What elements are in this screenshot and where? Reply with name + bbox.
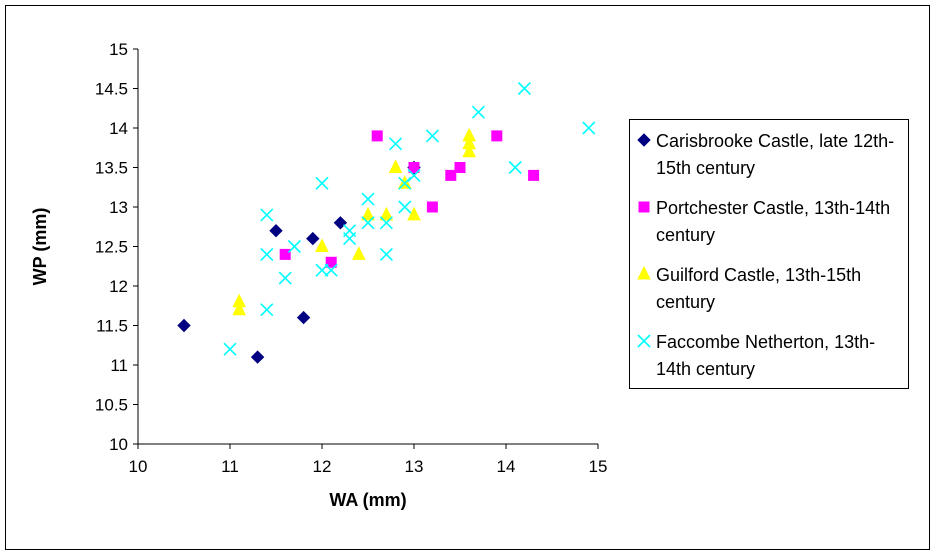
data-point — [343, 224, 357, 238]
legend: Carisbrooke Castle, late 12th-15th centu… — [629, 119, 909, 389]
data-point — [371, 130, 383, 142]
x-tick-label: 10 — [129, 457, 148, 476]
y-tick-label: 12.5 — [95, 238, 128, 257]
scatter-plot: 10 10.5 11 11.5 12 12.5 13 13.5 14 14.5 15 10 11 12 13… — [30, 40, 608, 510]
data-point — [528, 169, 540, 181]
data-point — [306, 231, 320, 246]
data-point — [315, 176, 329, 190]
legend-label: Portchester Castle, 13th-14th century — [656, 198, 891, 245]
data-point — [333, 216, 348, 230]
data-point — [508, 160, 522, 175]
data-point — [361, 192, 375, 206]
series-diamond-points — [177, 160, 421, 364]
x-tick-label: 12 — [313, 457, 332, 476]
data-point — [260, 208, 274, 222]
data-point — [454, 162, 466, 173]
data-point — [260, 303, 274, 317]
legend-marker — [637, 334, 651, 348]
data-point — [223, 342, 237, 356]
data-point — [398, 176, 412, 190]
data-point — [491, 130, 503, 142]
y-tick-label: 12 — [109, 277, 128, 296]
x-tick-label: 11 — [221, 457, 239, 476]
y-axis-title: WP (mm) — [30, 208, 50, 286]
y-tick-label: 14.5 — [95, 80, 128, 99]
data-point — [407, 168, 421, 182]
x-axis-title: WA (mm) — [329, 490, 406, 510]
legend-label: Carisbrooke Castle, late 12th-15th centu… — [656, 131, 895, 178]
y-tick-label: 13.5 — [95, 159, 128, 178]
data-point — [398, 200, 412, 214]
legend-label: Guilford Castle, 13th-15th century — [656, 265, 862, 312]
data-point — [445, 169, 457, 181]
series-triangle-points — [232, 127, 477, 316]
data-point — [379, 247, 393, 261]
data-point — [250, 350, 265, 364]
x-tick-label: 15 — [589, 457, 608, 476]
legend-marker — [638, 201, 650, 213]
data-point — [269, 223, 283, 238]
data-point — [315, 238, 329, 252]
data-point — [408, 162, 420, 173]
data-point — [361, 216, 375, 230]
data-point — [517, 81, 531, 96]
data-point — [324, 263, 338, 277]
x-tick-label: 14 — [497, 457, 516, 476]
y-tick-label: 15 — [109, 40, 128, 59]
data-point — [287, 239, 301, 254]
legend-label: Faccombe Netherton, 13th-14th century — [656, 332, 876, 379]
y-tick-label: 10 — [109, 435, 128, 454]
x-tick-label: 13 — [405, 457, 424, 476]
data-point — [471, 105, 485, 119]
data-point — [315, 263, 329, 277]
data-point — [278, 271, 292, 285]
data-point — [232, 301, 247, 316]
data-point — [379, 206, 394, 221]
legend-marker-shape — [638, 201, 650, 213]
data-point — [425, 129, 439, 143]
y-tick-label: 14 — [109, 119, 128, 138]
data-point — [279, 248, 291, 260]
y-tick-label: 11.5 — [96, 317, 128, 336]
data-point — [407, 206, 421, 221]
series-square-points — [279, 130, 540, 268]
data-point — [260, 247, 274, 261]
data-point — [389, 137, 403, 151]
data-point — [351, 246, 366, 260]
data-point — [296, 310, 311, 325]
data-point — [582, 121, 596, 135]
legend-marker — [637, 266, 651, 280]
data-point — [177, 318, 191, 333]
data-point — [361, 206, 375, 221]
legend-marker-shape — [637, 266, 651, 280]
data-point — [462, 143, 477, 158]
y-tick-label: 10.5 — [95, 396, 128, 415]
series-x-points — [223, 81, 596, 356]
legend-marker — [637, 133, 651, 147]
data-point — [388, 159, 403, 173]
legend-marker-shape — [637, 334, 651, 348]
y-tick-label: 11 — [110, 356, 128, 375]
data-point — [325, 256, 337, 268]
data-point — [379, 216, 393, 230]
data-point — [426, 201, 438, 213]
chart-area: 10 10.5 11 11.5 12 12.5 13 13.5 14 14.5 15 10 11 12 13… — [5, 5, 930, 550]
y-tick-label: 13 — [109, 198, 128, 217]
legend-marker-shape — [637, 133, 651, 147]
